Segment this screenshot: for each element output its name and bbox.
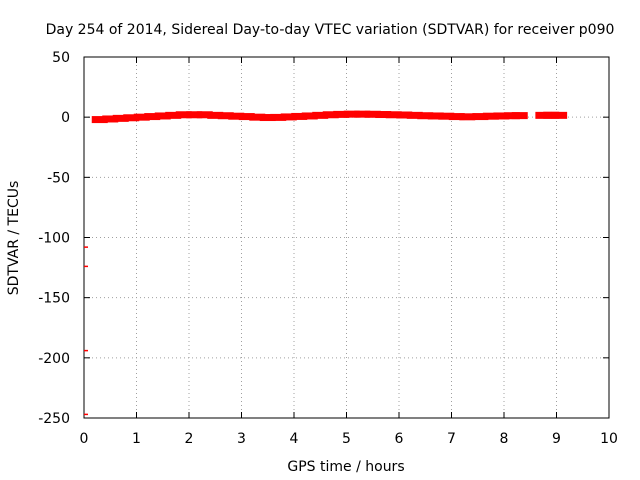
data-point xyxy=(249,113,266,121)
data-point xyxy=(417,112,434,120)
data-point xyxy=(396,111,413,119)
x-tick-label: 2 xyxy=(185,431,194,447)
data-point xyxy=(301,112,318,120)
data-point xyxy=(322,111,339,119)
data-point xyxy=(448,113,465,121)
data-point xyxy=(91,116,108,124)
data-point xyxy=(427,112,444,120)
data-point xyxy=(459,113,476,121)
data-point xyxy=(207,111,224,119)
y-tick-label: 50 xyxy=(52,50,70,66)
x-tick-label: 5 xyxy=(342,431,351,447)
x-tick-label: 1 xyxy=(132,431,141,447)
x-tick-label: 8 xyxy=(500,431,509,447)
x-tick-label: 7 xyxy=(447,431,456,447)
data-point xyxy=(112,114,129,122)
data-point xyxy=(165,111,182,119)
x-tick-label: 4 xyxy=(290,431,299,447)
y-tick-label: 0 xyxy=(61,110,70,126)
x-tick-label: 9 xyxy=(552,431,561,447)
y-tick-label: -250 xyxy=(38,411,70,427)
data-point xyxy=(228,112,245,120)
y-tick-label: -200 xyxy=(38,351,70,367)
data-point xyxy=(438,112,455,120)
data-series xyxy=(84,110,568,416)
data-point xyxy=(238,113,255,121)
x-tick-label: 0 xyxy=(80,431,89,447)
data-point xyxy=(482,112,499,120)
data-point xyxy=(291,112,308,120)
x-axis-label: GPS time / hours xyxy=(287,459,404,475)
x-tick-label: 3 xyxy=(237,431,246,447)
data-point xyxy=(472,113,489,121)
data-point xyxy=(375,111,392,119)
data-point xyxy=(133,113,150,121)
data-point xyxy=(493,112,510,120)
data-point xyxy=(385,111,402,119)
data-point xyxy=(123,114,140,122)
data-point xyxy=(406,111,423,119)
y-tick-label: -50 xyxy=(47,170,70,186)
data-point xyxy=(186,111,203,119)
y-axis-label: SDTVAR / TECUs xyxy=(6,181,22,296)
data-point xyxy=(280,113,297,121)
x-tick-label: 6 xyxy=(395,431,404,447)
data-point xyxy=(354,110,371,118)
data-point xyxy=(343,110,360,118)
data-point xyxy=(270,113,287,121)
chart-title: Day 254 of 2014, Sidereal Day-to-day VTE… xyxy=(46,22,615,38)
axis-ticks: 0 1 2 3 4 5 6 7 8 9 10 50 0 -50 -100 -150 -200 -250 xyxy=(38,50,618,447)
data-point xyxy=(312,111,329,119)
data-point xyxy=(154,112,171,120)
y-tick-label: -150 xyxy=(38,291,70,307)
x-tick-label: 10 xyxy=(600,431,618,447)
y-tick-label: -100 xyxy=(38,231,70,247)
data-point xyxy=(175,111,192,119)
data-point xyxy=(259,114,276,122)
data-point xyxy=(364,110,381,118)
data-point xyxy=(551,111,568,119)
data-point xyxy=(144,113,161,121)
data-point xyxy=(333,110,350,118)
data-point xyxy=(196,111,213,119)
data-point xyxy=(217,112,234,120)
data-point xyxy=(511,112,528,120)
data-point xyxy=(102,115,119,123)
